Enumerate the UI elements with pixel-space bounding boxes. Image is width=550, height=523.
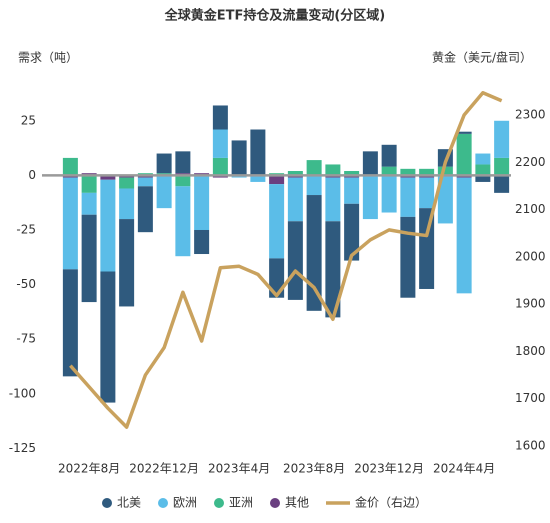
y-tick-label: 25 (21, 113, 36, 127)
bar (325, 164, 341, 176)
bar (212, 157, 228, 176)
bar (287, 221, 303, 300)
bar (269, 175, 285, 185)
bar (344, 171, 360, 176)
x-tick-label: 2023年4月 (208, 462, 270, 476)
bar (212, 105, 228, 130)
y-axis-label: 需求（吨） (18, 51, 78, 65)
y2-tick-label: 2300 (515, 107, 546, 121)
bar (175, 186, 191, 257)
bar (362, 175, 378, 220)
bar (494, 157, 510, 176)
y-tick-label: -100 (9, 386, 36, 400)
bar (437, 166, 453, 176)
y2-tick-label: 1900 (515, 297, 546, 311)
legend-swatch (102, 498, 112, 508)
x-tick-label: 2023年8月 (283, 462, 345, 476)
bar (194, 175, 210, 230)
bar (287, 171, 303, 176)
legend-swatch (270, 498, 280, 508)
bar (137, 177, 153, 187)
bar (362, 151, 378, 176)
bar (456, 133, 472, 176)
legend-label: 其他 (285, 496, 309, 510)
bar (62, 177, 78, 270)
bar (269, 184, 285, 259)
legend-swatch (214, 498, 224, 508)
x-tick-label: 2022年8月 (58, 462, 120, 476)
bar (456, 131, 472, 134)
bar (419, 177, 435, 209)
bar (306, 195, 322, 311)
bar (325, 177, 341, 222)
y2-tick-label: 1800 (515, 344, 546, 358)
bar (175, 175, 191, 187)
bar (212, 129, 228, 158)
y2-tick-label: 1600 (515, 439, 546, 453)
y2-tick-label: 2200 (515, 155, 546, 169)
bar (137, 186, 153, 233)
bar (81, 175, 97, 193)
bar (400, 168, 416, 176)
bar (419, 168, 435, 176)
bar (250, 175, 266, 182)
bar (250, 129, 266, 176)
legend-label: 欧洲 (173, 496, 197, 510)
bar (325, 221, 341, 318)
bar (475, 175, 491, 182)
y-tick-label: -75 (16, 332, 36, 346)
y2-tick-label: 2100 (515, 202, 546, 216)
x-tick-label: 2023年12月 (354, 462, 424, 476)
x-tick-label: 2024年4月 (433, 462, 495, 476)
bar (381, 144, 397, 167)
bar (81, 214, 97, 303)
y2-tick-label: 1700 (515, 391, 546, 405)
y-tick-label: -50 (16, 277, 36, 291)
bar (119, 177, 135, 189)
bar (400, 177, 416, 217)
bar (400, 216, 416, 298)
bar (344, 203, 360, 261)
bar (231, 140, 247, 176)
chart-title: 全球黄金ETF持仓及流量变动(分区域) (164, 8, 386, 24)
bar (62, 269, 78, 377)
bar (100, 271, 116, 403)
bar (194, 229, 210, 255)
bar (156, 153, 172, 174)
bar (419, 208, 435, 289)
bar (62, 157, 78, 176)
bar (381, 166, 397, 176)
y-tick-label: 0 (28, 168, 36, 182)
legend-label: 亚洲 (229, 496, 253, 510)
bar (475, 153, 491, 165)
bar (475, 164, 491, 176)
y2-tick-label: 2000 (515, 249, 546, 263)
bar (456, 177, 472, 294)
bar (494, 175, 510, 193)
legend-swatch (158, 498, 168, 508)
bar (306, 160, 322, 176)
bar (437, 175, 453, 224)
bar (306, 175, 322, 196)
bar (344, 177, 360, 204)
bar (119, 219, 135, 307)
bar (100, 175, 116, 180)
bar (494, 120, 510, 158)
bar (156, 175, 172, 209)
legend-label: 北美 (117, 496, 141, 510)
y-tick-label: -125 (9, 441, 36, 455)
y-tick-label: -25 (16, 222, 36, 236)
price-line (69, 90, 503, 429)
bar (119, 188, 135, 220)
y2-axis-label: 黄金（美元/盘司） (432, 50, 532, 65)
bar (175, 151, 191, 174)
bar (81, 192, 97, 215)
legend-label: 金价（右边） (355, 495, 427, 510)
x-tick-label: 2022年12月 (129, 462, 199, 476)
bar (287, 177, 303, 222)
bar (100, 179, 116, 272)
bar (381, 175, 397, 213)
